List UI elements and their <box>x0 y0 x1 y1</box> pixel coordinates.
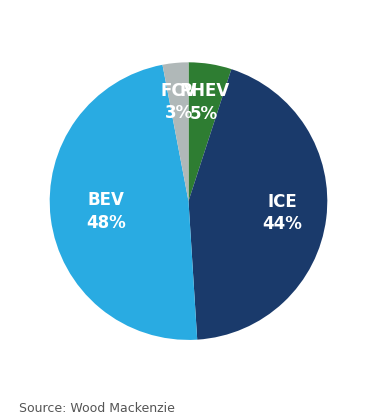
Text: BEV
48%: BEV 48% <box>86 191 126 232</box>
Text: Source: Wood Mackenzie: Source: Wood Mackenzie <box>19 402 175 415</box>
Wedge shape <box>188 69 327 340</box>
Text: FCV
3%: FCV 3% <box>161 82 197 122</box>
Wedge shape <box>162 62 188 201</box>
Text: ICE
44%: ICE 44% <box>262 193 302 233</box>
Text: PHEV
5%: PHEV 5% <box>179 82 229 122</box>
Wedge shape <box>50 65 197 340</box>
Wedge shape <box>188 62 231 201</box>
